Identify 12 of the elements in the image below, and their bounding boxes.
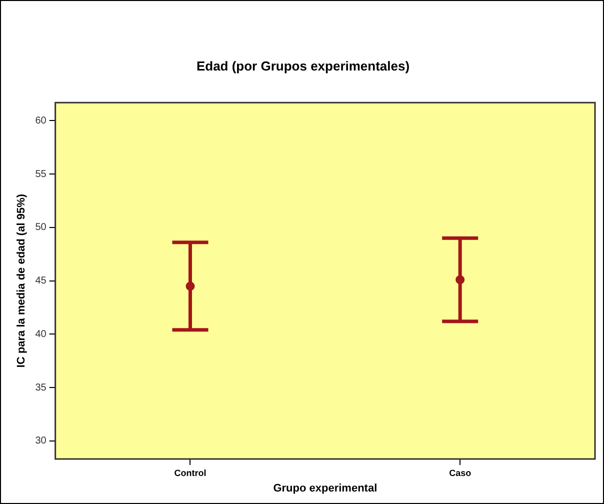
y-tick-label: 55 xyxy=(35,168,47,180)
y-tick-label: 35 xyxy=(35,382,47,394)
x-axis-title: Grupo experimental xyxy=(273,482,378,494)
y-tick-label: 30 xyxy=(35,436,47,447)
x-tick-label: Control xyxy=(174,468,206,478)
y-tick-label: 60 xyxy=(35,115,47,126)
x-tick-label: Caso xyxy=(449,468,472,478)
y-tick-label: 50 xyxy=(35,222,47,234)
chart-title: Edad (por Grupos experimentales) xyxy=(196,58,410,74)
y-tick-label: 45 xyxy=(35,276,47,287)
y-tick-label: 40 xyxy=(35,328,47,340)
y-axis-title: IC para la media de edad (al 95%) xyxy=(16,194,28,368)
